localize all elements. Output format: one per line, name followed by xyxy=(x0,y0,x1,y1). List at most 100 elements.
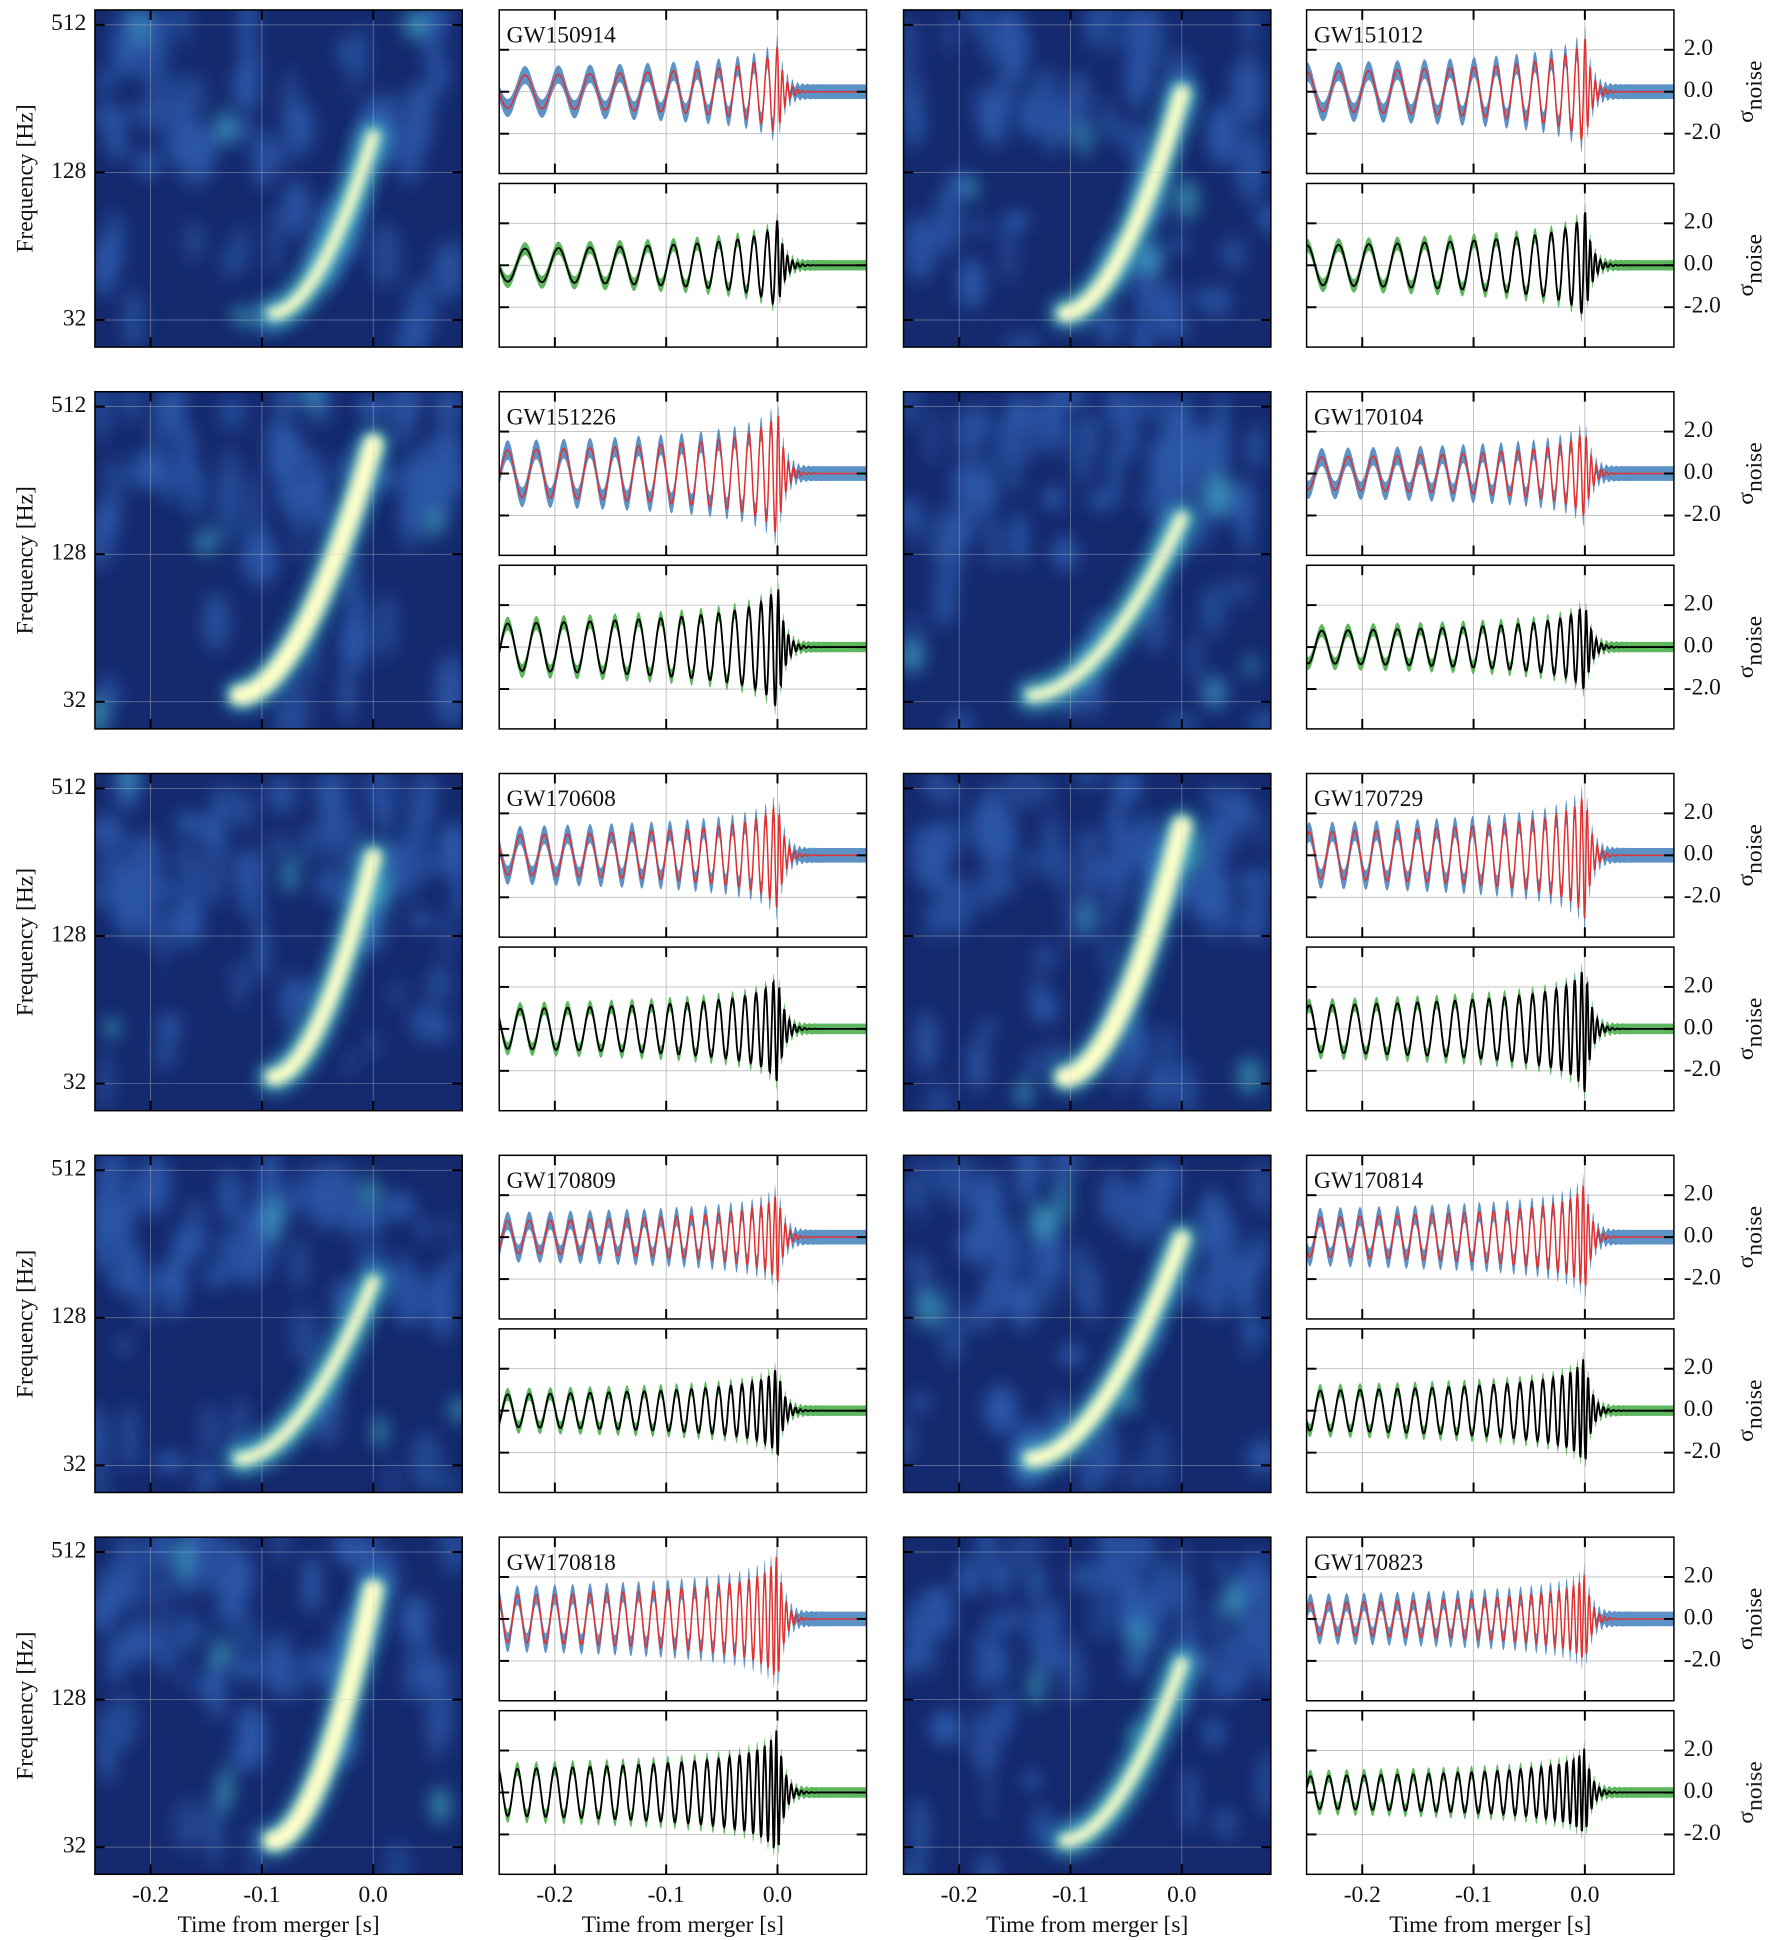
sigma-symbol: σ xyxy=(1733,1811,1759,1824)
sigma-subscript: noise xyxy=(1742,1206,1768,1256)
reconstruction-band xyxy=(1306,601,1674,698)
x-tick-label: -0.1 xyxy=(1052,1882,1089,1908)
y-tick-label: 512 xyxy=(51,774,86,800)
model-line xyxy=(499,1196,867,1283)
reconstruction xyxy=(1306,1710,1674,1875)
chirp-core xyxy=(1023,1230,1190,1467)
y-axis-label: σnoise xyxy=(1733,824,1768,886)
x-tick-label: -0.1 xyxy=(648,1882,685,1908)
y-tick-label: 512 xyxy=(51,1537,86,1563)
panel-frame xyxy=(902,772,1272,1112)
y-tick-label: -2.0 xyxy=(1684,883,1721,909)
event-name: GW170729 xyxy=(1314,786,1423,812)
x-tick-label: -0.2 xyxy=(132,1882,169,1908)
chirp-core xyxy=(1058,1657,1189,1847)
waveform-line xyxy=(1306,971,1674,1093)
y-axis-label: Frequency [Hz] xyxy=(13,104,39,252)
whitened-data xyxy=(499,773,867,938)
spectrogram xyxy=(903,773,1271,1111)
y-tick-label: 128 xyxy=(51,540,86,566)
spectrogram xyxy=(94,773,463,1111)
y-tick-label: 128 xyxy=(51,1303,86,1329)
chirp-core xyxy=(266,129,380,320)
data-band xyxy=(499,1184,867,1293)
y-tick-label: 2.0 xyxy=(1684,1354,1713,1380)
y-tick-label: 0.0 xyxy=(1684,459,1713,485)
panel-frame xyxy=(902,390,1272,730)
whitened-data xyxy=(1306,1537,1674,1701)
y-tick-label: -2.0 xyxy=(1684,1056,1721,1082)
event-name: GW150914 xyxy=(507,23,616,49)
sigma-subscript: noise xyxy=(1742,234,1768,284)
x-axis-label: Time from merger [s] xyxy=(986,1912,1188,1938)
waveform-line xyxy=(499,978,867,1082)
reconstruction xyxy=(499,1710,867,1875)
model-line xyxy=(1306,434,1674,516)
data-band xyxy=(499,402,867,546)
waveform-line xyxy=(499,589,867,706)
panel-frame xyxy=(902,9,1272,348)
x-axis-label: Time from merger [s] xyxy=(1389,1912,1591,1938)
reconstruction-band xyxy=(499,1720,867,1858)
reconstruction xyxy=(1306,183,1674,348)
model-line xyxy=(499,415,867,533)
y-axis-label: Frequency [Hz] xyxy=(13,486,39,634)
y-tick-label: -2.0 xyxy=(1684,1820,1721,1846)
x-axis-label: Time from merger [s] xyxy=(582,1912,784,1938)
reconstruction xyxy=(499,565,867,729)
whitened-data xyxy=(1306,9,1674,174)
y-tick-label: 32 xyxy=(63,1451,86,1477)
whitened-data xyxy=(1306,1155,1674,1319)
y-tick-label: -2.0 xyxy=(1684,1646,1721,1672)
y-tick-label: 2.0 xyxy=(1684,799,1713,825)
panel-frame xyxy=(94,772,463,1112)
y-axis-label: Frequency [Hz] xyxy=(13,868,39,1016)
panel-frame xyxy=(902,1154,1272,1494)
waveform-line xyxy=(1306,608,1674,690)
x-tick-label: -0.2 xyxy=(536,1882,573,1908)
whitened-data xyxy=(499,9,867,174)
y-tick-label: 512 xyxy=(51,392,86,418)
x-tick-label: -0.2 xyxy=(1344,1882,1381,1908)
x-tick-label: 0.0 xyxy=(359,1882,388,1908)
y-tick-label: 2.0 xyxy=(1684,1736,1713,1762)
x-tick-label: 0.0 xyxy=(763,1882,792,1908)
y-tick-label: 0.0 xyxy=(1684,841,1713,867)
spectrogram xyxy=(903,1155,1271,1493)
y-tick-label: 512 xyxy=(51,10,86,36)
y-tick-label: 0.0 xyxy=(1684,1014,1713,1040)
sigma-subscript: noise xyxy=(1742,824,1768,874)
x-tick-label: 0.0 xyxy=(1570,1882,1599,1908)
y-tick-label: 32 xyxy=(63,687,86,713)
spectrogram-noise xyxy=(94,1155,463,1493)
y-tick-label: -2.0 xyxy=(1684,1264,1721,1290)
y-axis-label: σnoise xyxy=(1733,234,1768,296)
reconstruction-band xyxy=(1306,1740,1674,1840)
model-line xyxy=(499,1556,867,1675)
y-tick-label: 0.0 xyxy=(1684,1778,1713,1804)
y-tick-label: 32 xyxy=(63,1833,86,1859)
y-tick-label: 32 xyxy=(63,305,86,331)
chirp-core xyxy=(1056,84,1190,322)
reconstruction-band xyxy=(499,211,867,312)
data-band xyxy=(1306,785,1674,933)
panel-frame xyxy=(902,1536,1272,1876)
waveform-line xyxy=(1306,1359,1674,1460)
reconstruction xyxy=(1306,565,1674,729)
spectrogram xyxy=(94,9,463,348)
y-axis-label: σnoise xyxy=(1733,1761,1768,1823)
y-axis-label: σnoise xyxy=(1733,998,1768,1060)
reconstruction xyxy=(499,947,867,1111)
spectrogram xyxy=(903,391,1271,729)
spectrogram-noise xyxy=(94,1537,463,1875)
sigma-symbol: σ xyxy=(1733,1637,1759,1650)
waveform-line xyxy=(499,1730,867,1849)
event-name: GW170608 xyxy=(507,786,616,812)
spectrogram-noise xyxy=(903,1155,1271,1493)
y-tick-label: -2.0 xyxy=(1684,293,1721,319)
whitened-data xyxy=(1306,773,1674,938)
y-axis-label: Frequency [Hz] xyxy=(13,1250,39,1398)
spectrogram xyxy=(94,391,463,729)
data-band xyxy=(1306,1563,1674,1669)
